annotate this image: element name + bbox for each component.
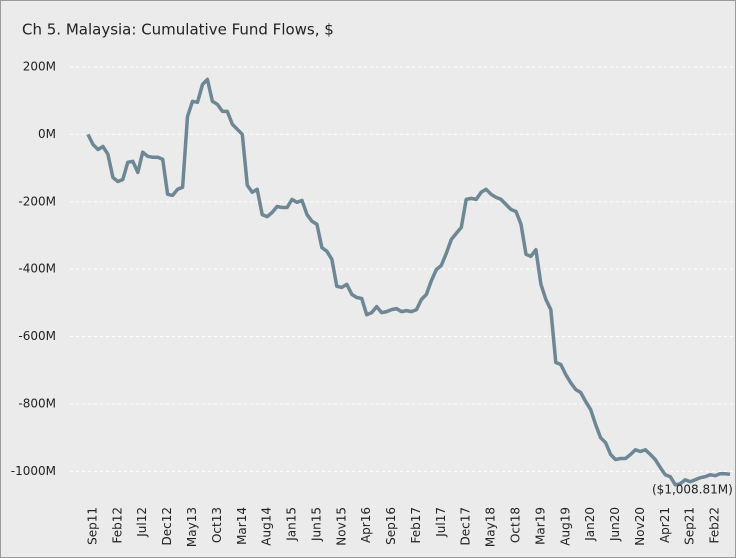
x-tick-label: Apr16 — [359, 507, 373, 543]
x-tick-label: Jul12 — [135, 507, 149, 538]
x-tick-label: May13 — [185, 507, 199, 547]
y-tick-label: -600M — [18, 329, 56, 343]
x-tick-label: Nov15 — [334, 507, 348, 546]
x-tick-label: Jun20 — [608, 507, 622, 542]
data-line — [86, 77, 731, 487]
x-tick-label: Jan15 — [285, 507, 299, 542]
x-tick-label: Mar14 — [235, 507, 249, 545]
x-tick-label: Apr21 — [658, 507, 672, 543]
y-tick-label: -800M — [18, 396, 56, 410]
y-tick-label: -1000M — [11, 464, 56, 478]
x-tick-label: Feb12 — [110, 507, 124, 544]
x-tick-label: Mar19 — [533, 507, 547, 545]
x-tick-label: Jun15 — [309, 507, 323, 542]
x-tick-label: Jan20 — [583, 507, 597, 542]
x-tick-label: Oct18 — [509, 507, 523, 543]
y-tick-label: -200M — [18, 194, 56, 208]
x-tick-label: Dec17 — [459, 507, 473, 546]
annotation: ($1,008.81M) — [652, 483, 733, 497]
y-tick-label: -400M — [18, 262, 56, 276]
y-tick-label: 200M — [23, 59, 56, 73]
x-tick-label: Dec12 — [160, 507, 174, 546]
x-tick-label: Aug19 — [558, 507, 572, 546]
x-tick-label: Aug14 — [260, 507, 274, 546]
x-tick-label: Sep16 — [384, 507, 398, 545]
x-tick-label: Sep11 — [85, 507, 99, 545]
x-tick-label: Feb22 — [708, 507, 722, 544]
x-tick-label: Sep21 — [683, 507, 697, 545]
x-tick-label: Jul17 — [434, 507, 448, 538]
x-tick-label: Feb17 — [409, 507, 423, 544]
x-tick-label: May18 — [484, 507, 498, 547]
x-tick-label: Nov20 — [633, 507, 647, 546]
y-tick-label: 0M — [38, 127, 56, 141]
chart-title: Ch 5. Malaysia: Cumulative Fund Flows, $ — [22, 21, 334, 39]
x-tick-label: Oct13 — [210, 507, 224, 543]
